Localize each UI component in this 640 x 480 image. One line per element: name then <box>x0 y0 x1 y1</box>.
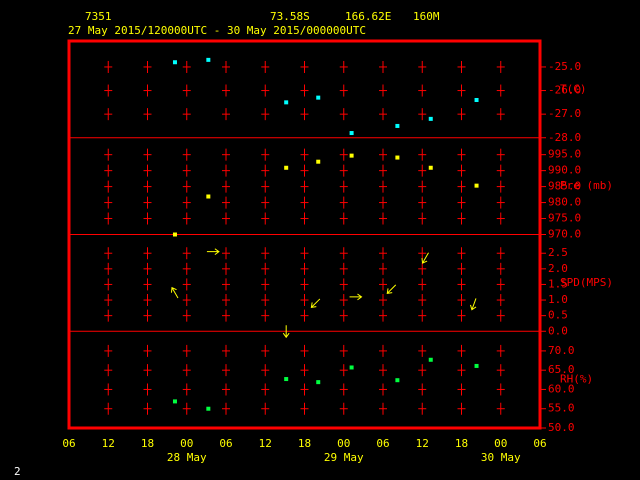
y-tick-label: 980.0 <box>548 196 581 209</box>
elevation: 160M <box>413 10 440 23</box>
y-tick-label: 0.5 <box>548 309 568 322</box>
point <box>349 365 354 370</box>
point <box>474 363 479 368</box>
date-label: 30 May <box>481 451 521 464</box>
point <box>428 357 433 362</box>
y-tick-label: 975.0 <box>548 212 581 225</box>
x-tick-label: 18 <box>298 437 311 450</box>
wind-arrow <box>282 325 290 339</box>
point <box>316 95 321 100</box>
point <box>172 232 177 237</box>
x-tick-label: 12 <box>259 437 272 450</box>
wind-arrow <box>310 298 321 309</box>
point <box>316 159 321 164</box>
y-tick-label: 970.0 <box>548 228 581 241</box>
page-number: 2 <box>14 465 21 478</box>
period: 27 May 2015/120000UTC - 30 May 2015/0000… <box>68 24 366 37</box>
y-tick-label: 70.0 <box>548 344 575 357</box>
longitude: 166.62E <box>345 10 391 23</box>
point <box>395 378 400 383</box>
point <box>172 399 177 404</box>
point <box>284 100 289 105</box>
point <box>395 123 400 128</box>
wind-arrow <box>470 298 477 311</box>
x-tick-label: 00 <box>337 437 350 450</box>
y-tick-label: 995.0 <box>548 148 581 161</box>
y-tick-label: 60.0 <box>548 382 575 395</box>
date-label: 28 May <box>167 451 207 464</box>
date-label: 29 May <box>324 451 364 464</box>
y-tick-label: 55.0 <box>548 402 575 415</box>
y-tick-label: -25.0 <box>548 60 581 73</box>
x-tick-label: 00 <box>494 437 507 450</box>
point <box>206 406 211 411</box>
y-tick-label: -26.0 <box>548 84 581 97</box>
panel-label: Pre (mb) <box>560 179 613 192</box>
y-tick-label: 0.0 <box>548 324 568 337</box>
y-tick-label: 50.0 <box>548 421 575 434</box>
panel-label: T(C) <box>560 82 587 95</box>
y-tick-label: 985.0 <box>548 180 581 193</box>
x-tick-label: 06 <box>62 437 75 450</box>
y-tick-label: -28.0 <box>548 131 581 144</box>
station-id: 7351 <box>85 10 112 23</box>
y-tick-label: -27.0 <box>548 107 581 120</box>
y-tick-label: 990.0 <box>548 164 581 177</box>
x-tick-label: 18 <box>141 437 154 450</box>
point <box>284 165 289 170</box>
wind-arrow <box>170 286 179 299</box>
y-tick-label: 1.0 <box>548 293 568 306</box>
y-tick-label: 2.5 <box>548 246 568 259</box>
x-tick-label: 00 <box>180 437 193 450</box>
point <box>349 153 354 158</box>
point <box>428 165 433 170</box>
point <box>206 194 211 199</box>
point <box>395 155 400 160</box>
y-tick-label: 65.0 <box>548 363 575 376</box>
y-tick-label: 1.5 <box>548 277 568 290</box>
point <box>316 380 321 385</box>
wind-arrow <box>386 284 397 294</box>
x-tick-label: 06 <box>376 437 389 450</box>
y-tick-label: 2.0 <box>548 262 568 275</box>
wind-arrow <box>349 293 363 301</box>
panel-label: SPD(MPS) <box>560 276 613 289</box>
x-tick-label: 12 <box>102 437 115 450</box>
point <box>474 183 479 188</box>
point <box>284 377 289 382</box>
x-tick-label: 12 <box>416 437 429 450</box>
point <box>474 97 479 102</box>
x-tick-label: 06 <box>533 437 546 450</box>
x-tick-label: 06 <box>219 437 232 450</box>
latitude: 73.58S <box>270 10 310 23</box>
panel-label: RH(%) <box>560 373 593 386</box>
wind-arrow <box>206 248 220 256</box>
x-tick-label: 18 <box>455 437 468 450</box>
wind-arrow <box>421 252 429 264</box>
point <box>206 57 211 62</box>
point <box>428 116 433 121</box>
point <box>172 60 177 65</box>
point <box>349 131 354 136</box>
